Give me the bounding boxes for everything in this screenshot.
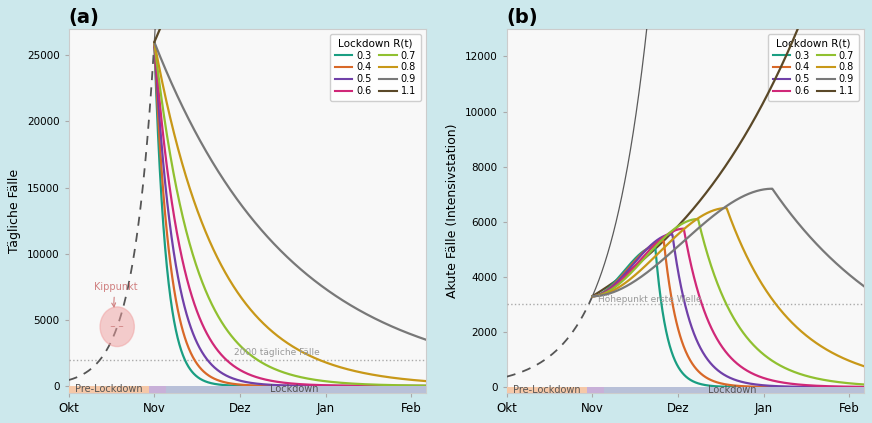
- Text: ~ ~: ~ ~: [110, 324, 124, 330]
- Bar: [507, 387, 587, 393]
- Ellipse shape: [100, 307, 134, 346]
- Text: Lockdown: Lockdown: [270, 385, 318, 394]
- Text: (b): (b): [507, 8, 538, 27]
- Text: Höhepunkt erste Welle: Höhepunkt erste Welle: [598, 295, 702, 304]
- Text: Pre-Lockdown: Pre-Lockdown: [75, 385, 142, 394]
- Text: Pre-Lockdown: Pre-Lockdown: [513, 385, 581, 395]
- Bar: [69, 386, 148, 393]
- Text: (a): (a): [69, 8, 99, 27]
- Text: Kippunkt: Kippunkt: [94, 282, 138, 307]
- Text: Lockdown: Lockdown: [708, 385, 757, 395]
- Bar: [166, 386, 426, 393]
- Y-axis label: Tägliche Fälle: Tägliche Fälle: [9, 169, 21, 253]
- Y-axis label: Akute Fälle (Intensivstation): Akute Fälle (Intensivstation): [446, 124, 460, 298]
- Legend: 0.3, 0.4, 0.5, 0.6, 0.7, 0.8, 0.9, 1.1: 0.3, 0.4, 0.5, 0.6, 0.7, 0.8, 0.9, 1.1: [767, 34, 859, 101]
- Bar: [603, 387, 863, 393]
- Legend: 0.3, 0.4, 0.5, 0.6, 0.7, 0.8, 0.9, 1.1: 0.3, 0.4, 0.5, 0.6, 0.7, 0.8, 0.9, 1.1: [330, 34, 420, 101]
- Text: 2000 tägliche Fälle: 2000 tägliche Fälle: [235, 348, 320, 357]
- Bar: [587, 387, 603, 393]
- Bar: [148, 386, 166, 393]
